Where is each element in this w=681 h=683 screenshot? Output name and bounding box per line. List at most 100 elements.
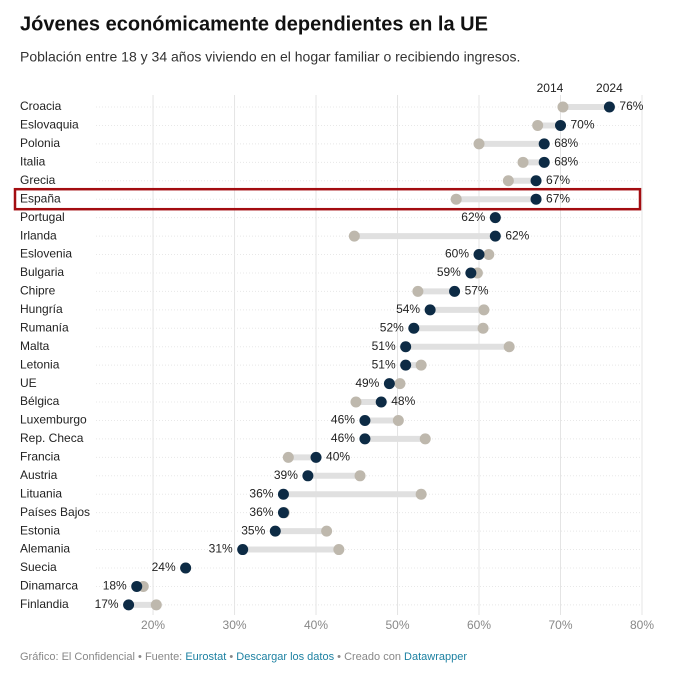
source-link[interactable]: Eurostat xyxy=(185,651,226,663)
category-label: Malta xyxy=(20,339,50,353)
value-label: 60% xyxy=(445,247,469,261)
x-tick-label: 30% xyxy=(223,618,247,632)
dot-2024 xyxy=(277,488,289,500)
category-label: Eslovaquia xyxy=(20,118,79,132)
x-tick-label: 80% xyxy=(630,618,654,632)
chart-title: Jóvenes económicamente dependientes en l… xyxy=(20,13,488,35)
category-label: Rumanía xyxy=(20,320,69,334)
value-label: 51% xyxy=(372,339,396,353)
category-label: Croacia xyxy=(20,99,62,113)
dot-2014 xyxy=(473,138,485,150)
category-label: UE xyxy=(20,376,37,390)
source-label: Fuente: xyxy=(145,651,182,663)
dot-2024 xyxy=(489,230,501,242)
dot-2024 xyxy=(383,378,395,390)
category-label: Grecia xyxy=(20,173,56,187)
category-label: España xyxy=(20,191,61,205)
highlight-box xyxy=(13,187,642,211)
made-with: Creado con xyxy=(344,651,401,663)
download-link[interactable]: Descargar los datos xyxy=(236,651,334,663)
legend-2024: 2024 xyxy=(596,81,623,95)
category-label: Finlandia xyxy=(20,597,69,611)
value-label: 51% xyxy=(372,357,396,371)
value-label: 46% xyxy=(331,413,355,427)
value-label: 48% xyxy=(391,394,415,408)
category-label: Alemania xyxy=(20,542,70,556)
dot-2014 xyxy=(517,156,529,168)
dot-2024 xyxy=(538,156,550,168)
dot-2024 xyxy=(603,101,615,113)
credit: Gráfico: El Confidencial xyxy=(20,651,135,663)
dot-2024 xyxy=(424,304,436,316)
category-label: Letonia xyxy=(20,357,60,371)
dot-2024 xyxy=(473,249,485,261)
dot-2024 xyxy=(449,285,461,297)
x-tick-label: 50% xyxy=(386,618,410,632)
value-label: 49% xyxy=(355,376,379,390)
value-label: 59% xyxy=(437,265,461,279)
dot-2024 xyxy=(237,544,249,556)
dot-2024 xyxy=(555,119,567,131)
x-tick-label: 20% xyxy=(141,618,165,632)
dot-2014 xyxy=(477,322,489,334)
dot-2024 xyxy=(123,599,135,611)
value-label: 67% xyxy=(546,191,570,205)
dot-2014 xyxy=(321,525,333,537)
category-label: Suecia xyxy=(20,560,57,574)
category-label: Luxemburgo xyxy=(20,413,87,427)
dot-2014 xyxy=(350,396,362,408)
dot-2014 xyxy=(419,433,431,445)
category-label: Estonia xyxy=(20,523,60,537)
x-tick-label: 60% xyxy=(467,618,491,632)
dot-2024 xyxy=(375,396,387,408)
dot-2014 xyxy=(282,451,294,463)
value-label: 35% xyxy=(241,523,265,537)
dot-2014 xyxy=(392,414,404,426)
dot-2024 xyxy=(269,525,281,537)
category-label: Bélgica xyxy=(20,394,60,408)
dot-2014 xyxy=(502,175,514,187)
x-tick-label: 40% xyxy=(304,618,328,632)
category-label: Portugal xyxy=(20,210,65,224)
dot-2014 xyxy=(394,378,406,390)
value-label: 57% xyxy=(465,284,489,298)
dot-2014 xyxy=(150,599,162,611)
category-label: Lituania xyxy=(20,486,62,500)
category-label: Hungría xyxy=(20,302,63,316)
value-label: 18% xyxy=(103,579,127,593)
value-label: 46% xyxy=(331,431,355,445)
dot-2024 xyxy=(530,175,542,187)
category-label: Dinamarca xyxy=(20,579,78,593)
dot-2014 xyxy=(557,101,569,113)
dot-2014 xyxy=(478,304,490,316)
dot-2024 xyxy=(131,580,143,592)
value-label: 62% xyxy=(505,228,529,242)
category-label: Rep. Checa xyxy=(20,431,84,445)
dot-2014 xyxy=(532,119,544,131)
value-label: 68% xyxy=(554,154,578,168)
category-label: Austria xyxy=(20,468,58,482)
separator: • xyxy=(337,651,341,663)
dot-2014 xyxy=(412,285,424,297)
category-label: Chipre xyxy=(20,284,56,298)
dot-2024 xyxy=(310,451,322,463)
dot-2024 xyxy=(530,193,542,205)
separator: • xyxy=(229,651,233,663)
value-label: 62% xyxy=(461,210,485,224)
tool-link[interactable]: Datawrapper xyxy=(404,651,467,663)
value-label: 68% xyxy=(554,136,578,150)
dot-2024 xyxy=(400,341,412,353)
dot-2024 xyxy=(489,212,501,224)
category-label: Eslovenia xyxy=(20,247,72,261)
value-label: 36% xyxy=(249,505,273,519)
footer: Gráfico: El Confidencial • Fuente: Euros… xyxy=(20,651,467,663)
dot-2024 xyxy=(277,507,289,519)
x-tick-label: 70% xyxy=(548,618,572,632)
value-label: 17% xyxy=(95,597,119,611)
category-label: Polonia xyxy=(20,136,60,150)
category-label: Irlanda xyxy=(20,228,57,242)
category-label: Países Bajos xyxy=(20,505,90,519)
value-label: 36% xyxy=(249,486,273,500)
separator: • xyxy=(138,651,142,663)
dot-2014 xyxy=(415,359,427,371)
